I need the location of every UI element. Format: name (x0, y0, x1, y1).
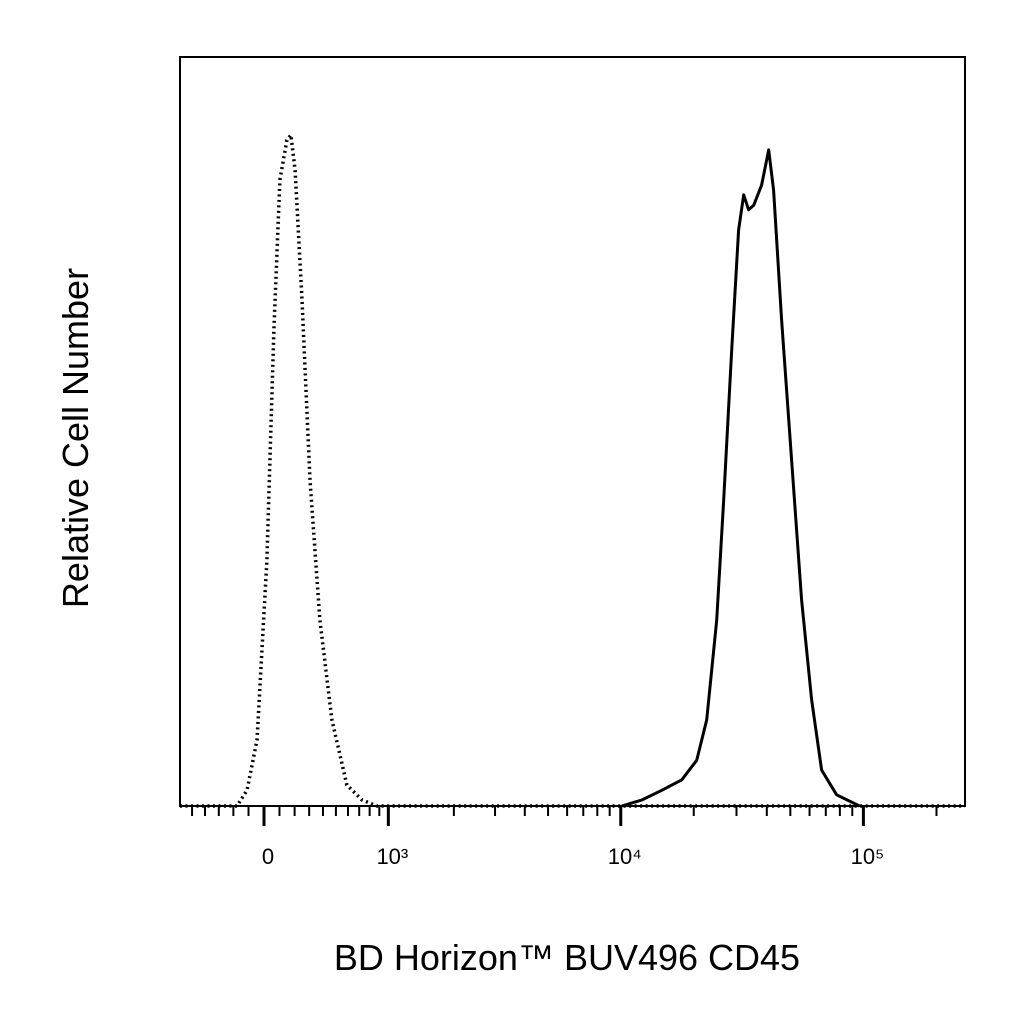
histogram-line (180, 133, 965, 808)
x-tick-label: 10⁴ (608, 844, 642, 869)
x-tick-label: 10³ (376, 844, 408, 869)
x-tick-label: 10⁵ (851, 844, 885, 869)
plot-frame (179, 56, 966, 807)
x-axis-title: BD Horizon™ BUV496 CD45 (334, 937, 800, 978)
y-axis-title: Relative Cell Number (55, 268, 96, 608)
x-tick-label: 0 (262, 844, 274, 869)
histogram-line (621, 148, 861, 808)
